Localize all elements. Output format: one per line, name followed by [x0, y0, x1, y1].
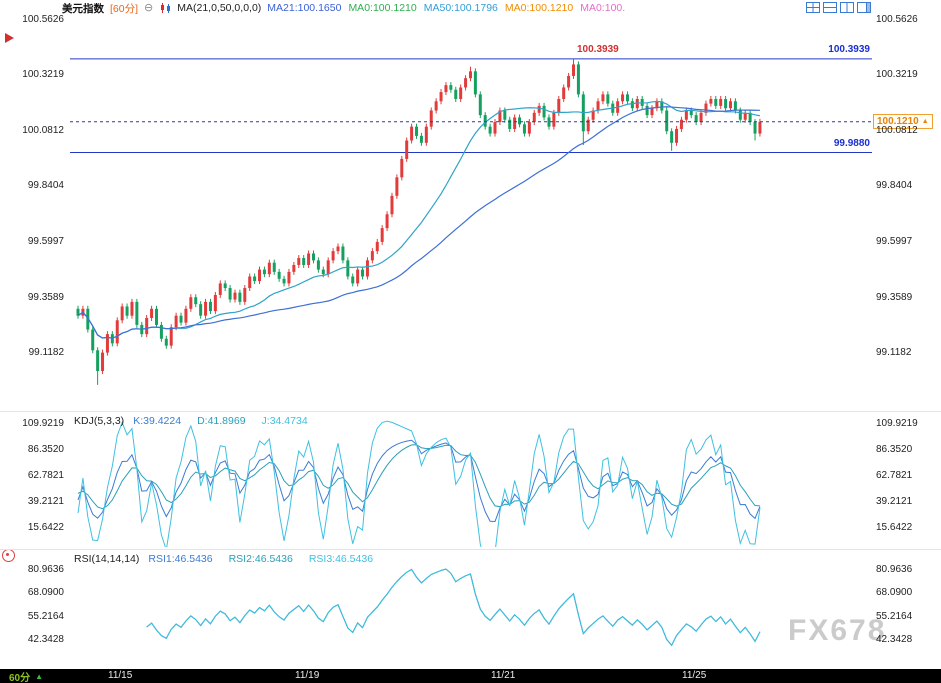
kdj-axis-tick-right: 39.2121: [876, 496, 913, 507]
rsi-title-row: RSI(14,14,14) RSI1:46.5436 RSI2:46.5436 RS…: [74, 553, 380, 565]
price-axis-tick-right: 99.1182: [876, 346, 912, 358]
current-price-value: 100.1210: [877, 116, 919, 127]
chart-header: 美元指数 [60分] ⊖ MA(21,0,50,0,0,0) MA21:100.…: [62, 1, 632, 15]
price-axis-tick-left: 99.8404: [27, 180, 64, 192]
candlestick-icon[interactable]: [159, 2, 171, 14]
rsi-axis-tick-right: 80.9636: [876, 564, 913, 575]
ma-value-2: MA50:100.1796: [423, 2, 498, 14]
ma-values: MA21:100.1650 MA0:100.1210 MA50:100.1796 MA…: [267, 2, 632, 14]
interval-badge-label: 60分: [9, 672, 31, 683]
layout-main-right-icon[interactable]: [857, 2, 871, 13]
rsi-axis-tick-left: 80.9636: [27, 564, 64, 575]
rsi-axis-tick-right: 68.0900: [876, 587, 913, 599]
rsi-value-1: RSI2:46.5436: [228, 553, 293, 565]
price-axis-tick-right: 100.0812: [876, 124, 918, 136]
price-axis-tick-right: 100.3219: [876, 69, 918, 81]
red-arrow-icon[interactable]: [5, 33, 14, 43]
panel-separator: [0, 411, 941, 412]
price-axis-tick-right: 100.5626: [876, 14, 918, 25]
kdj-axis-tick-right: 62.7821: [876, 470, 913, 481]
resistance-label-right: 100.3939: [828, 44, 870, 55]
kdj-title[interactable]: KDJ(5,3,3): [74, 415, 125, 427]
interval-label[interactable]: [60分]: [110, 2, 139, 15]
rsi-axis-tick-left: 68.0900: [27, 587, 64, 599]
collapse-icon[interactable]: ⊖: [144, 1, 154, 14]
crosshair-icon[interactable]: [2, 549, 15, 562]
ma-value-0: MA21:100.1650: [267, 2, 342, 14]
rsi-axis-tick-left: 55.2164: [27, 610, 64, 622]
rsi-title[interactable]: RSI(14,14,14): [74, 553, 140, 565]
price-axis-tick-right: 99.8404: [876, 180, 913, 192]
interval-badge[interactable]: 60分 ▲: [0, 669, 52, 683]
panel-separator: [0, 549, 941, 550]
time-axis-label: 11/19: [295, 670, 320, 681]
badge-arrow-icon: ▲: [35, 671, 44, 681]
kdj-axis-tick-left: 39.2121: [27, 496, 64, 507]
price-axis-tick-left: 99.5997: [27, 235, 64, 247]
time-axis-label: 11/25: [682, 670, 707, 681]
kdj-value-1: D:41.8969: [197, 415, 246, 427]
time-axis-label: 11/21: [491, 670, 516, 681]
price-axis-tick-right: 99.5997: [876, 235, 913, 247]
price-axis-tick-right: 99.3589: [876, 291, 913, 303]
kdj-axis-tick-right: 86.3520: [876, 444, 913, 455]
rsi-value-2: RSI3:46.5436: [308, 553, 374, 565]
price-axis-tick-left: 99.1182: [28, 346, 64, 358]
rsi-value-0: RSI1:46.5436: [148, 553, 213, 565]
price-axis-tick-left: 99.3589: [27, 291, 64, 303]
current-price-tag: 100.1210 ▲: [873, 114, 933, 129]
layout-columns-icon[interactable]: [840, 2, 854, 13]
layout-rows-icon[interactable]: [823, 2, 837, 13]
watermark: FX678: [788, 614, 887, 647]
layout-toolbar: [806, 2, 871, 13]
rsi-values: RSI1:46.5436 RSI2:46.5436 RSI3:46.5436: [148, 553, 380, 565]
resistance-label-left: 100.3939: [577, 44, 619, 55]
price-axis-tick-left: 100.5626: [22, 14, 64, 25]
kdj-values: K:39.4224 D:41.8969 J:34.4734: [133, 415, 314, 427]
ma-value-4: MA0:100.: [580, 2, 626, 14]
kdj-value-2: J:34.4734: [261, 415, 308, 427]
ma-settings-label[interactable]: MA(21,0,50,0,0,0): [177, 2, 262, 14]
kdj-axis-tick-left: 62.7821: [27, 470, 64, 481]
kdj-value-0: K:39.4224: [133, 415, 182, 427]
price-axis-tick-left: 100.0812: [22, 124, 64, 136]
kdj-axis-tick-left: 86.3520: [27, 444, 64, 455]
rsi-axis-tick-right: 42.3428: [876, 633, 913, 645]
kdj-axis-tick-left: 109.9219: [22, 418, 64, 429]
layout-grid-icon[interactable]: [806, 2, 820, 13]
rsi-axis-tick-right: 55.2164: [876, 610, 913, 622]
support-label-right: 99.9880: [833, 138, 870, 149]
rsi-axis-tick-left: 42.3428: [27, 633, 64, 645]
price-axis-tick-left: 100.3219: [22, 69, 64, 81]
time-axis-label: 11/15: [108, 670, 133, 681]
kdj-title-row: KDJ(5,3,3) K:39.4224 D:41.8969 J:34.4734: [74, 415, 315, 427]
kdj-axis-tick-left: 15.6422: [27, 522, 64, 533]
ma-value-3: MA0:100.1210: [504, 2, 574, 14]
ma-value-1: MA0:100.1210: [348, 2, 417, 14]
price-tag-arrow-icon: ▲: [921, 118, 929, 125]
symbol-title: 美元指数: [62, 2, 104, 15]
kdj-axis-tick-right: 109.9219: [876, 418, 918, 429]
kdj-axis-tick-right: 15.6422: [876, 522, 913, 533]
time-axis[interactable]: 60分 ▲ 11/15 11/19 11/21 11/25: [0, 669, 941, 683]
